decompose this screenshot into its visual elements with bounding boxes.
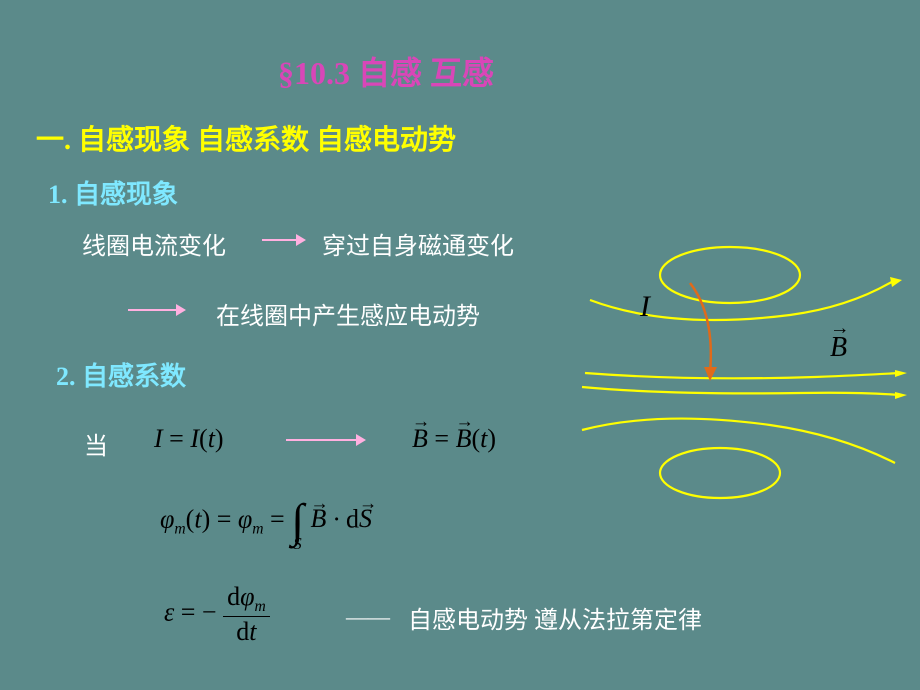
vector-B: B bbox=[311, 506, 327, 532]
dot-d: · d bbox=[326, 504, 359, 533]
label-I: I bbox=[640, 290, 650, 324]
subheading-1: 1. 自感现象 bbox=[48, 174, 178, 211]
text-line1b: 穿过自身磁通变化 bbox=[322, 226, 514, 261]
slide: §10.3 自感 互感 一. 自感现象 自感系数 自感电动势 1. 自感现象 线… bbox=[0, 0, 920, 690]
slide-title: §10.3 自感 互感 bbox=[278, 48, 494, 94]
minus: − bbox=[202, 598, 217, 627]
phi: φ bbox=[160, 504, 174, 533]
integral: ∫ S bbox=[291, 498, 304, 545]
text-line1a: 线圈电流变化 bbox=[82, 226, 226, 261]
eq-arg: (t) bbox=[471, 424, 496, 453]
fraction: dφm dt bbox=[223, 582, 270, 647]
vector-B: B bbox=[412, 424, 428, 454]
sub-m: m bbox=[252, 521, 263, 538]
arrow-icon bbox=[262, 237, 306, 243]
arrow-icon bbox=[286, 437, 366, 443]
t-arg: (t) = bbox=[186, 504, 232, 533]
phi: φ bbox=[238, 504, 252, 533]
equation-I-of-t: I = I(t) bbox=[154, 424, 224, 454]
eq-text: I = I(t) bbox=[154, 424, 224, 453]
arrow-icon bbox=[128, 307, 186, 313]
equation-flux: φm(t) = φm = ∫ S B · dS bbox=[160, 498, 372, 545]
subheading-2: 2. 自感系数 bbox=[56, 356, 186, 393]
sub-m: m bbox=[174, 521, 185, 538]
note-text: 自感电动势 遵从法拉第定律 bbox=[408, 600, 702, 635]
epsilon: ε bbox=[164, 598, 174, 627]
equation-B-of-t: B = B(t) bbox=[412, 424, 496, 454]
text-line2: 在线圈中产生感应电动势 bbox=[216, 296, 480, 331]
equation-emf: ε = − dφm dt bbox=[164, 582, 270, 647]
section-heading: 一. 自感现象 自感系数 自感电动势 bbox=[36, 118, 456, 158]
eq-eq: = bbox=[428, 424, 456, 453]
eq-eq: = bbox=[270, 504, 291, 533]
dash: —— bbox=[346, 604, 390, 630]
text-when: 当 bbox=[84, 426, 108, 461]
coil-field-diagram bbox=[570, 225, 910, 515]
label-B: B bbox=[830, 332, 847, 364]
vector-B: B bbox=[456, 424, 472, 454]
vector-S: S bbox=[359, 506, 372, 532]
eq-eq: = bbox=[181, 598, 202, 627]
